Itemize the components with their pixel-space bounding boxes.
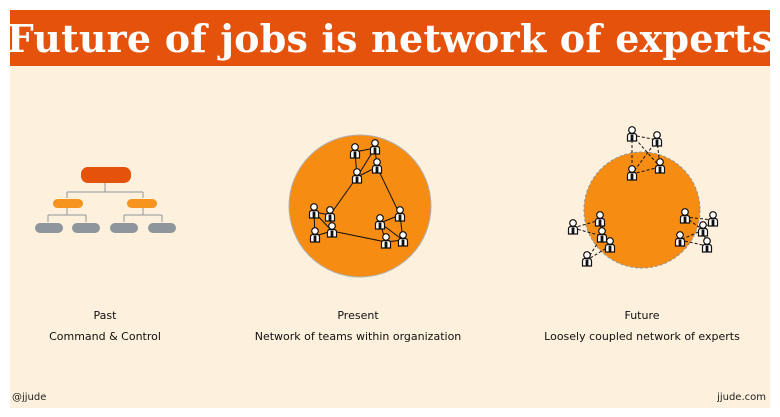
person-icon xyxy=(397,231,409,247)
person-icon xyxy=(394,206,406,222)
infographic-canvas: Future of jobs is network of experts xyxy=(6,10,774,408)
caption-description: Command & Control xyxy=(49,330,161,343)
person-icon xyxy=(369,139,381,155)
org-node-middle-right xyxy=(127,199,157,208)
caption-present: Present Network of teams within organiza… xyxy=(228,305,488,347)
person-icon xyxy=(701,237,713,253)
org-chart xyxy=(35,167,176,233)
diagrams xyxy=(35,126,719,278)
person-icon xyxy=(697,221,709,237)
person-icon xyxy=(308,203,320,219)
org-node-top xyxy=(81,167,131,183)
title-banner: Future of jobs is network of experts xyxy=(6,10,774,66)
person-icon xyxy=(380,233,392,249)
person-icon xyxy=(707,211,719,227)
person-icon xyxy=(351,168,363,184)
person-icon xyxy=(371,158,383,174)
person-icon xyxy=(567,219,579,235)
person-icon xyxy=(626,126,638,142)
caption-description: Network of teams within organization xyxy=(254,330,462,343)
person-icon xyxy=(326,222,338,238)
org-node-middle-left xyxy=(53,199,83,208)
caption-heading: Present xyxy=(337,309,379,322)
person-icon xyxy=(654,158,666,174)
person-icon xyxy=(679,208,691,224)
person-icon xyxy=(374,214,386,230)
expert-network xyxy=(567,126,719,269)
person-icon xyxy=(324,206,336,222)
person-icon xyxy=(596,227,608,243)
organization-network xyxy=(288,134,432,278)
caption-description: Loosely coupled network of experts xyxy=(544,330,740,343)
person-icon xyxy=(349,143,361,159)
credit-site: jjude.com xyxy=(717,392,766,403)
person-icon xyxy=(604,237,616,253)
org-node-bottom xyxy=(110,223,138,233)
organization-circle xyxy=(288,134,432,278)
caption-future: Future Loosely coupled network of expert… xyxy=(512,305,772,347)
org-node-bottom xyxy=(148,223,176,233)
person-icon xyxy=(594,211,606,227)
person-icon xyxy=(651,131,663,147)
credit-handle: @jjude xyxy=(12,392,47,403)
org-chart-lines xyxy=(47,183,163,222)
page-title: Future of jobs is network of experts xyxy=(6,15,774,61)
person-icon xyxy=(581,251,593,267)
caption-past: Past Command & Control xyxy=(0,305,235,347)
person-icon xyxy=(674,231,686,247)
person-icon xyxy=(626,165,638,181)
org-node-bottom xyxy=(35,223,63,233)
org-node-bottom xyxy=(72,223,100,233)
caption-heading: Future xyxy=(624,309,660,322)
caption-heading: Past xyxy=(93,309,117,322)
person-icon xyxy=(309,227,321,243)
